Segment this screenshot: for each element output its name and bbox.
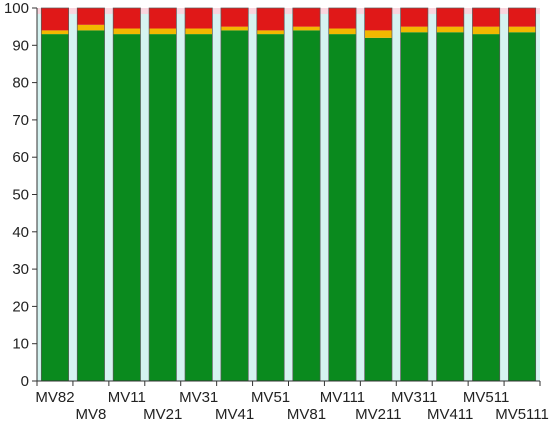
bar-segment-mv81-0 <box>292 30 321 381</box>
x-tick-label: MV5111 <box>495 406 549 423</box>
y-tick-label: 100 <box>4 0 29 17</box>
x-tick-label: MV111 <box>320 389 365 406</box>
y-tick-label: 50 <box>12 187 29 204</box>
bars-group <box>40 7 537 382</box>
bar-segment-mv81-2 <box>292 8 321 27</box>
y-tick-label: 80 <box>12 75 29 92</box>
bar-segment-mv5111-0 <box>508 32 536 381</box>
bar-segment-mv311-1 <box>400 26 428 33</box>
bar-segment-mv81-1 <box>292 26 321 31</box>
x-tick-label: MV51 <box>251 389 290 406</box>
bar-segment-mv31-2 <box>185 8 213 29</box>
bar-segment-mv11-0 <box>113 34 141 382</box>
bar-segment-mv511-1 <box>472 26 500 35</box>
bar-segment-mv82-2 <box>41 8 69 31</box>
plot-top-band <box>37 8 540 14</box>
bar-segment-mv211-1 <box>364 30 392 38</box>
x-tick-label: MV311 <box>391 389 437 406</box>
axes-group: 0102030405060708090100MV82MV8MV11MV21MV3… <box>4 0 549 423</box>
bar-segment-mv41-1 <box>220 26 249 31</box>
bar-segment-mv82-1 <box>41 30 69 35</box>
bar-segment-mv31-0 <box>185 34 213 382</box>
bar-segment-mv311-2 <box>400 8 428 27</box>
bar-segment-mv21-0 <box>149 34 177 382</box>
bar-segment-mv311-0 <box>400 32 428 381</box>
bar-segment-mv82-0 <box>41 34 69 382</box>
bar-segment-mv51-0 <box>256 34 285 382</box>
bar-segment-mv8-2 <box>77 8 105 25</box>
bar-segment-mv51-1 <box>256 30 285 35</box>
bar-segment-mv111-1 <box>328 28 357 35</box>
bar-segment-mv8-1 <box>77 24 105 31</box>
bar-segment-mv11-1 <box>113 28 141 35</box>
x-tick-label: MV31 <box>179 389 218 406</box>
bar-segment-mv21-1 <box>149 28 177 35</box>
bar-segment-mv5111-1 <box>508 26 536 33</box>
y-tick-label: 90 <box>12 37 29 54</box>
bar-segment-mv8-0 <box>77 30 105 381</box>
bar-segment-mv21-2 <box>149 8 177 29</box>
bar-segment-mv111-0 <box>328 34 357 382</box>
y-tick-label: 20 <box>12 298 29 315</box>
bar-segment-mv411-0 <box>436 32 464 381</box>
bar-segment-mv411-2 <box>436 8 464 27</box>
bar-segment-mv411-1 <box>436 26 464 33</box>
bar-segment-mv51-2 <box>256 8 285 31</box>
plot-area <box>37 8 540 381</box>
bar-segment-mv41-2 <box>220 8 249 27</box>
y-tick-label: 0 <box>21 373 29 390</box>
x-tick-label: MV511 <box>463 389 509 406</box>
bar-segment-mv111-2 <box>328 8 357 29</box>
bar-segment-mv5111-2 <box>508 8 536 27</box>
x-tick-label: MV81 <box>287 406 326 423</box>
x-tick-label: MV41 <box>215 406 254 423</box>
bar-segment-mv211-0 <box>364 37 392 382</box>
x-tick-label: MV411 <box>427 406 473 423</box>
x-tick-label: MV21 <box>143 406 182 423</box>
bar-segment-mv41-0 <box>220 30 249 381</box>
y-tick-label: 40 <box>12 224 29 241</box>
bar-segment-mv211-2 <box>364 8 392 31</box>
x-tick-label: MV82 <box>35 389 74 406</box>
bar-segment-mv511-2 <box>472 8 500 27</box>
y-tick-label: 30 <box>12 261 29 278</box>
x-tick-label: MV8 <box>75 406 106 423</box>
y-tick-label: 60 <box>12 149 29 166</box>
y-tick-label: 70 <box>12 112 29 129</box>
bar-segment-mv511-0 <box>472 34 500 382</box>
y-tick-label: 10 <box>12 336 29 353</box>
bar-segment-mv11-2 <box>113 8 141 29</box>
x-tick-label: MV11 <box>108 389 146 406</box>
x-tick-label: MV211 <box>355 406 401 423</box>
bar-segment-mv31-1 <box>185 28 213 35</box>
